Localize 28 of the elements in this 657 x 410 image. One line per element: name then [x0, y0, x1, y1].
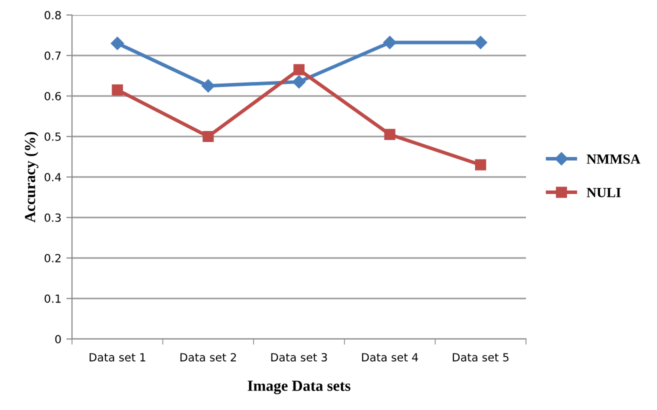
y-tick-label: 0.6 [44, 92, 61, 100]
point [202, 130, 214, 142]
x-axis-title: Image Data sets [248, 380, 350, 394]
point [202, 79, 215, 92]
point [383, 36, 396, 50]
y-tick-label: 0.2 [44, 254, 60, 262]
y-tick-label: 0.4 [44, 172, 61, 182]
point [293, 64, 305, 76]
y-axis-title: Accuracy (%) [24, 132, 38, 222]
x-tick-label: Data set 2 [180, 353, 236, 362]
legend-label: NULI [586, 188, 621, 198]
point [110, 36, 124, 50]
point [474, 36, 488, 50]
y-tick-label: 0.7 [44, 51, 61, 60]
point [475, 159, 486, 170]
y-tick-label: 0.3 [44, 213, 61, 222]
x-tick-label: Data set 3 [271, 353, 327, 362]
y-tick-label: 0.1 [44, 294, 61, 303]
y-tick-label: 0.8 [44, 10, 61, 20]
point [112, 84, 123, 96]
x-tick-label: Data set 5 [452, 353, 508, 362]
x-tick-label: Data set 1 [90, 353, 146, 362]
legend-label: NMMSA [586, 154, 640, 164]
y-tick-label: 0 [55, 334, 61, 344]
y-tick-label: 0.5 [44, 132, 61, 141]
point [292, 75, 306, 88]
x-tick-label: Data set 4 [362, 353, 418, 362]
point [384, 128, 396, 140]
